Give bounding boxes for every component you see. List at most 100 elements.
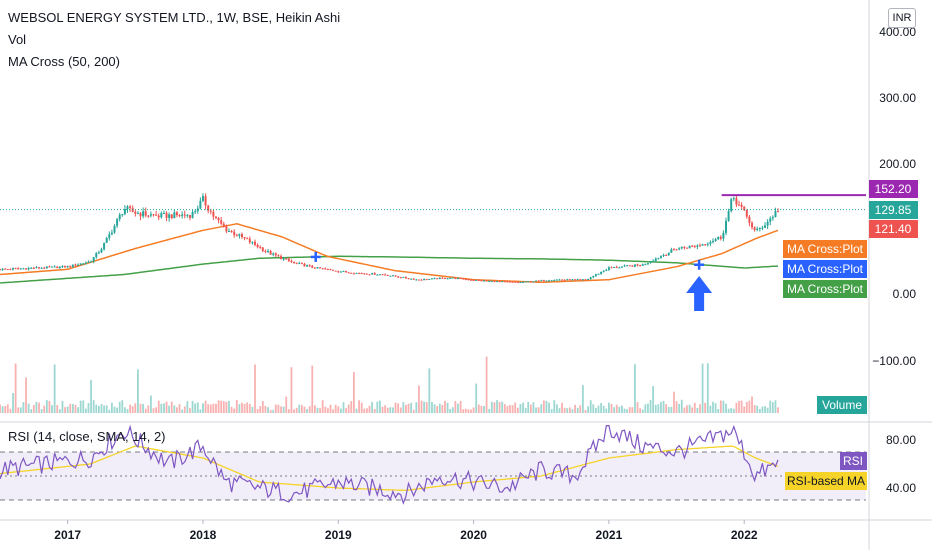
volume-bar (332, 409, 334, 413)
volume-bar (230, 406, 233, 413)
candle-body (381, 274, 384, 276)
candle-body (454, 277, 457, 279)
volume-bar (189, 408, 191, 413)
candle-body (92, 257, 95, 262)
volume-bar (740, 400, 743, 413)
candle-body (764, 225, 767, 228)
candle-body (207, 205, 210, 211)
volume-bar (464, 408, 467, 413)
volume-bar (444, 400, 446, 413)
series-label-text: MA Cross:Plot (787, 282, 864, 296)
volume-bar (350, 401, 353, 413)
volume-bar (308, 406, 311, 413)
volume-bar (95, 404, 98, 413)
candle-body (589, 277, 592, 279)
candle-body (227, 231, 230, 233)
candle-body (277, 255, 280, 257)
volume-bar (563, 407, 566, 413)
volume-bar (428, 368, 431, 413)
time-tick-label: 2017 (54, 528, 81, 542)
candle-body (488, 281, 491, 283)
candle-body (685, 247, 688, 249)
volume-bar (58, 409, 61, 413)
volume-bar (683, 407, 686, 413)
candle-body (303, 263, 306, 267)
volume-bar (769, 400, 772, 413)
candle-body (613, 266, 616, 268)
volume-bar (670, 406, 673, 413)
candle-body (561, 279, 564, 281)
rsi-levels (0, 451, 866, 501)
candle-body (545, 280, 548, 282)
candle-body (105, 237, 108, 243)
candle-body (272, 253, 275, 255)
volume-bar (649, 400, 652, 413)
candle-body (626, 265, 629, 267)
volume-bar (418, 385, 420, 413)
candle-body (191, 212, 194, 218)
volume-bar (394, 402, 397, 413)
volume-bar (501, 401, 504, 413)
volume-bar (17, 407, 20, 413)
volume-bar (40, 409, 43, 413)
volume-bar (706, 363, 709, 413)
volume-bar (751, 396, 753, 413)
series-label-text: MA Cross:Plot (787, 242, 864, 256)
candle-body (129, 206, 132, 208)
volume-bar (485, 356, 488, 413)
volume-bar (69, 403, 72, 413)
volume-bar (584, 409, 587, 413)
volume-bar (321, 400, 324, 413)
volume-bar (618, 406, 621, 413)
currency-button[interactable]: INR (888, 8, 916, 28)
candle-body (40, 267, 43, 269)
volume-bar (121, 400, 124, 413)
candle-body (576, 279, 579, 281)
candle-body (378, 274, 381, 276)
volume-bar (110, 402, 113, 413)
candle-body (264, 250, 267, 252)
volume-bar (293, 409, 295, 413)
volume-bar (306, 409, 308, 413)
candle-body (168, 214, 171, 218)
candle-body (90, 261, 93, 263)
volume-bar (587, 406, 589, 413)
candle-body (417, 279, 420, 281)
candle-body (194, 211, 197, 213)
up-arrow-icon (686, 276, 713, 311)
candle-body (412, 278, 415, 280)
candle-body (358, 272, 361, 274)
candle-body (243, 237, 246, 239)
volume-bar (129, 404, 132, 413)
candle-body (753, 227, 756, 230)
candle-body (535, 280, 538, 282)
candle-body (631, 265, 634, 267)
candle-body (267, 250, 270, 252)
candle-body (592, 276, 595, 278)
candle-body (181, 214, 184, 216)
volume-bar (665, 404, 668, 413)
candle-body (365, 273, 368, 275)
candle-body (116, 219, 119, 226)
candle-body (199, 200, 202, 209)
volume-bar (38, 402, 40, 413)
candle-body (745, 210, 748, 217)
volume-bar (542, 400, 545, 413)
volume-bar (337, 406, 340, 413)
volume-bar (592, 404, 595, 413)
volume-bar (550, 409, 553, 413)
candle-body (610, 267, 613, 269)
time-tick-label: 2018 (190, 528, 217, 542)
volume-bar (131, 406, 134, 413)
volume-bar (366, 408, 368, 413)
volume-bar (446, 402, 449, 413)
candle-body (238, 234, 241, 236)
candle-body (501, 281, 504, 283)
candle-body (397, 276, 400, 278)
candle-body (639, 265, 642, 267)
volume-bar (199, 409, 202, 413)
candle-body (233, 231, 236, 236)
time-tick-label: 2019 (325, 528, 352, 542)
